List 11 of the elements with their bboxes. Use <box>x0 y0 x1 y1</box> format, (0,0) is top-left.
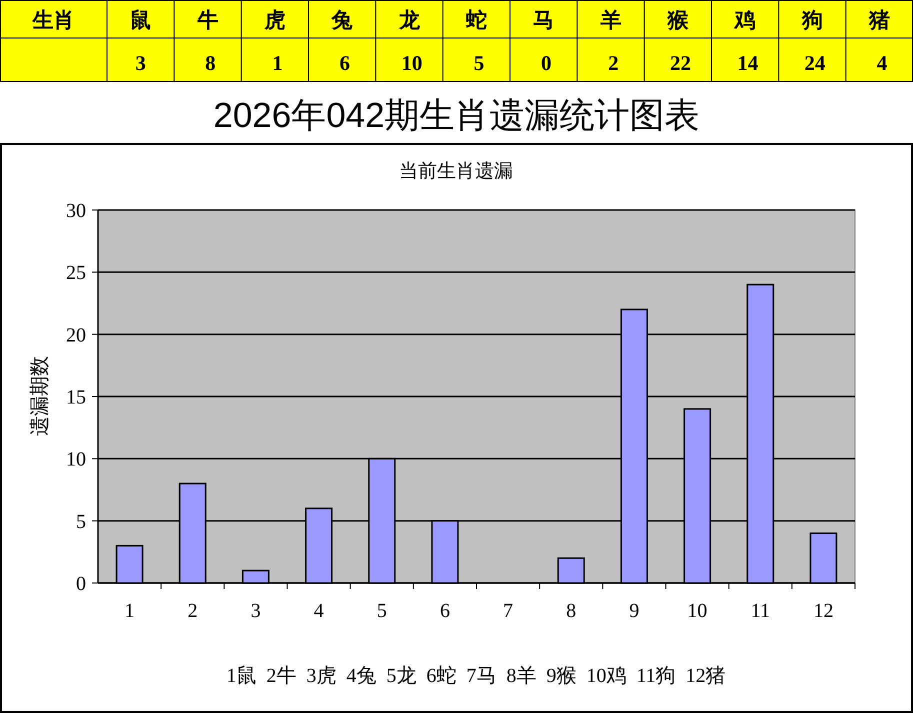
y-tick-label: 5 <box>76 510 86 533</box>
y-tick-label: 15 <box>66 386 86 408</box>
text: 1鼠 2牛 3虎 4兔 5龙 6蛇 7马 8羊 9猴 10鸡 11狗 12猪 <box>226 665 726 687</box>
y-axis-title: 遗漏期数 <box>29 356 51 436</box>
chart-subtitle: 当前生肖遗漏 <box>399 161 513 182</box>
y-tick-label: 10 <box>66 448 86 471</box>
y-tick-label: 25 <box>66 262 86 284</box>
chart-title: 2026年042期生肖遗漏统计图表 <box>213 96 700 135</box>
y-tick-label: 0 <box>76 573 86 595</box>
y-tick-label: 20 <box>66 324 86 346</box>
y-tick-label: 30 <box>66 200 86 222</box>
